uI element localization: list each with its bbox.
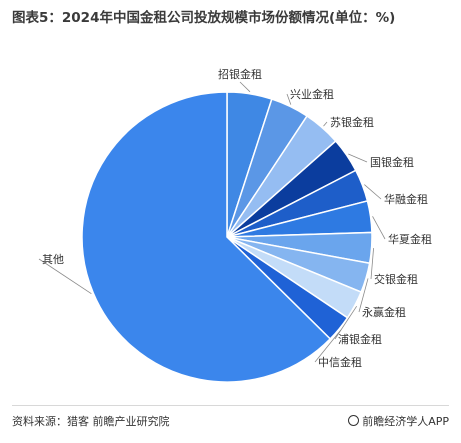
slice-label-9: 浦银金租 (338, 332, 382, 346)
slice-label-6: 华夏金租 (388, 232, 432, 246)
leader-line-7 (370, 248, 374, 280)
source-text: 资料来源：猎客 前瞻产业研究院 (12, 415, 170, 428)
slice-label-7: 交银金租 (374, 272, 418, 286)
slice-label-5: 华融金租 (384, 192, 428, 206)
footer: 资料来源：猎客 前瞻产业研究院 前瞻经济学人APP (0, 407, 461, 431)
chart-title: 图表5：2024年中国金租公司投放规模市场份额情况(单位：%) (12, 10, 396, 26)
footer-divider (12, 405, 449, 406)
brand-text: 前瞻经济学人APP (348, 413, 449, 429)
pie-slice-11 (81, 91, 332, 383)
leader-lines (38, 81, 386, 363)
slice-label-1: 招银金租 (218, 67, 262, 81)
slice-label-4: 国银金租 (370, 155, 414, 169)
pie-slices (81, 91, 373, 383)
leader-line-4 (348, 153, 368, 163)
leader-line-8 (358, 278, 369, 313)
slice-label-2: 兴业金租 (290, 87, 334, 101)
leader-line-2 (286, 93, 292, 105)
slice-label-3: 苏银金租 (330, 115, 374, 129)
slice-label-8: 永赢金租 (362, 305, 406, 319)
leader-line-11 (38, 258, 92, 295)
leader-line-1 (239, 81, 251, 93)
slice-label-10: 中信金租 (318, 355, 362, 369)
leader-line-9 (334, 305, 358, 340)
leader-line-5 (364, 184, 382, 200)
leader-line-3 (323, 121, 328, 127)
slice-label-11: 其他 (42, 253, 64, 266)
leader-line-6 (372, 216, 386, 240)
brand-label: 前瞻经济学人APP (362, 415, 449, 428)
brand-icon (348, 415, 360, 426)
leader-line-10 (314, 329, 342, 363)
slice-labels: 招银金租兴业金租苏银金租国银金租华融金租华夏金租交银金租永赢金租浦银金租中信金租… (42, 67, 432, 369)
